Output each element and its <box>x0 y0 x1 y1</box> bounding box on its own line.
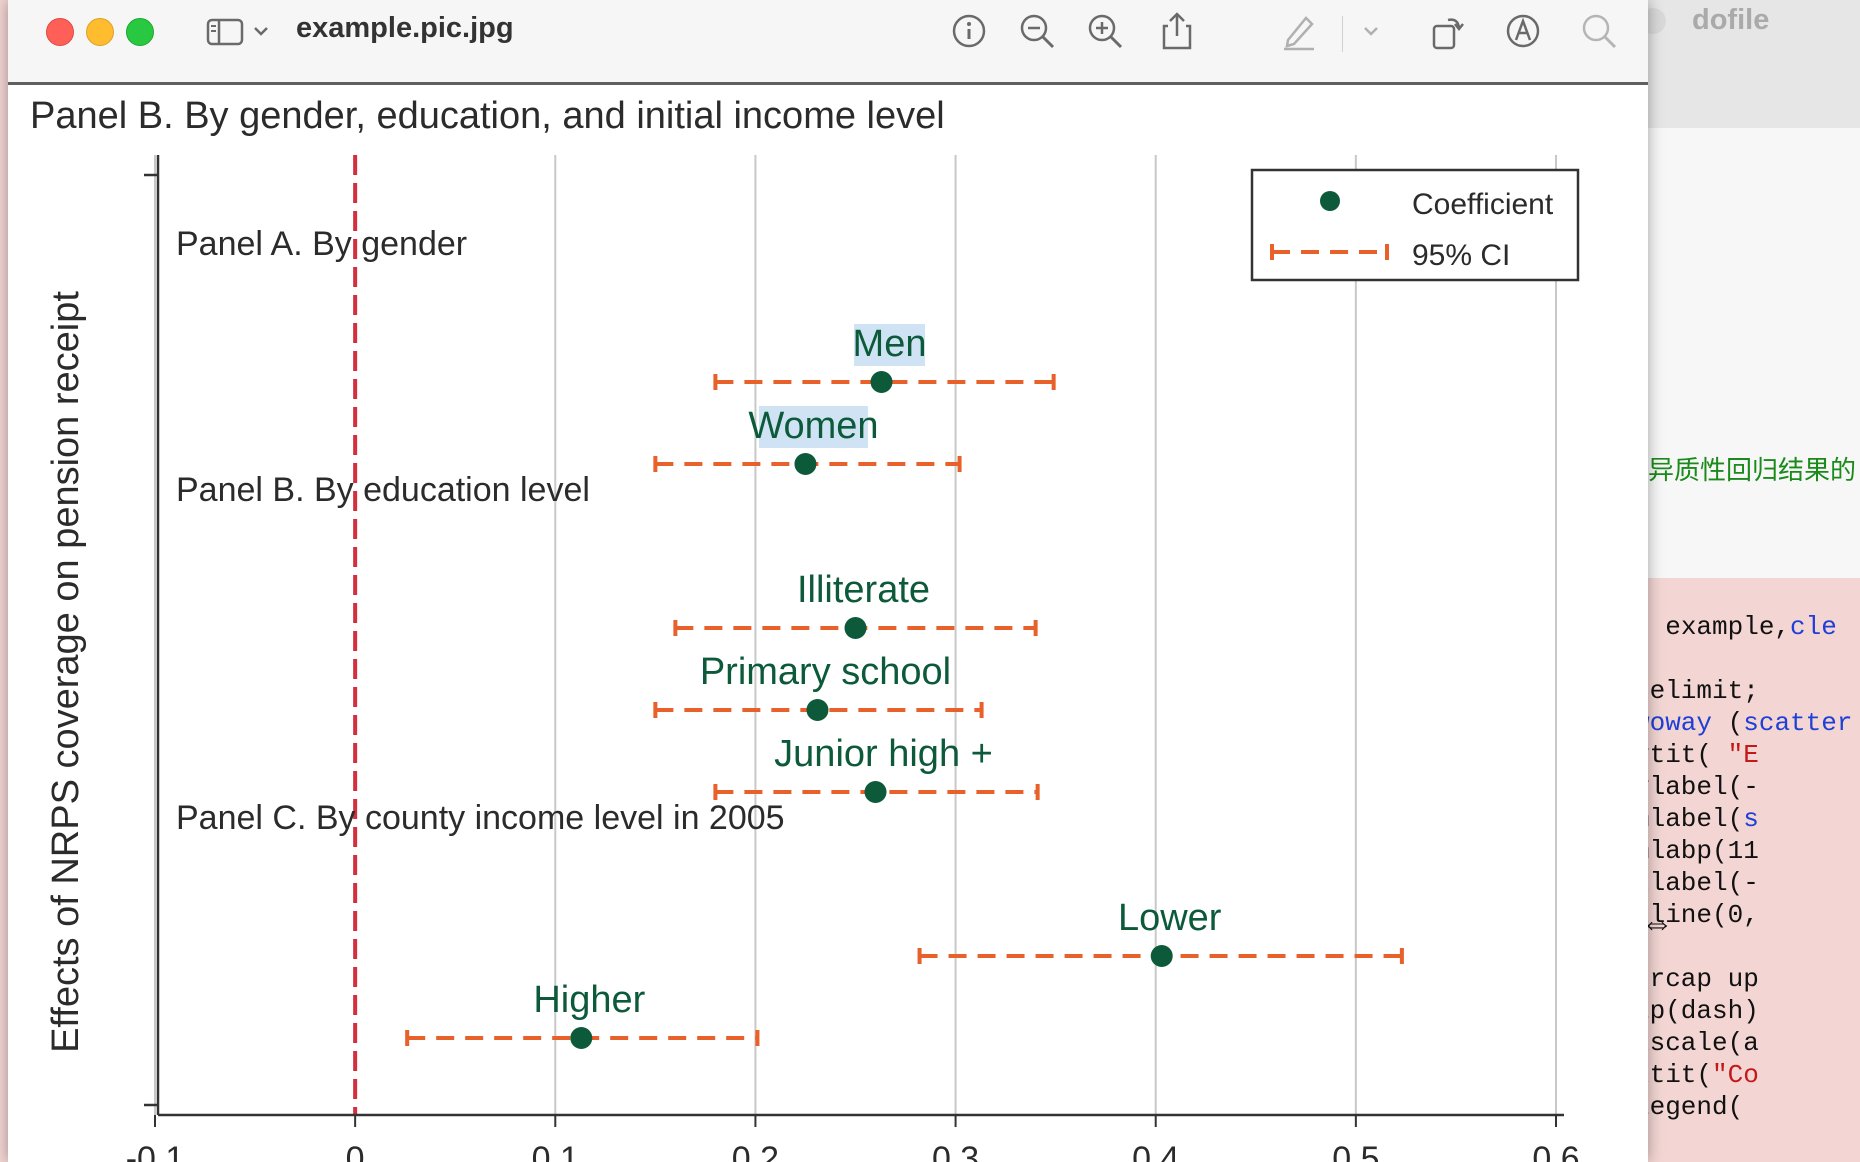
close-window-button[interactable] <box>46 18 74 46</box>
x-tick-label: 0.1 <box>532 1140 579 1162</box>
sidebar-toggle-icon[interactable] <box>204 10 246 52</box>
code-line: e example,cle <box>1640 612 1837 642</box>
code-token: ytit( <box>1640 740 1728 770</box>
editor-code-area[interactable]: e example,cle delimit;woway (scatter ytit… <box>1640 578 1860 1162</box>
code-line: mlabel(s <box>1640 804 1759 834</box>
x-tick-label: 0 <box>346 1140 365 1162</box>
background-editor-window[interactable]: dofile 异质性回归结果的 e example,cle delimit;wow… <box>1640 0 1860 1162</box>
code-token: mlabel( <box>1640 804 1744 834</box>
panel-label: Panel B. By education level <box>176 471 590 509</box>
legend: Coefficient 95% CI <box>1250 168 1580 282</box>
zoom-out-icon[interactable] <box>1016 10 1058 52</box>
coefficient-label: Primary school <box>700 651 951 693</box>
coefficient-label: Men <box>853 323 927 365</box>
coefficient-point <box>794 453 817 475</box>
code-line: woway (scatter <box>1640 708 1852 738</box>
code-token: lp(dash) <box>1640 996 1759 1026</box>
search-icon[interactable] <box>1578 10 1620 52</box>
annotate-icon[interactable] <box>1502 10 1544 52</box>
coefficient-point <box>570 1027 593 1049</box>
chevron-down-icon[interactable] <box>1358 10 1384 52</box>
panel-label: Panel A. By gender <box>176 225 467 263</box>
info-icon[interactable] <box>948 10 990 52</box>
code-token: ( <box>1712 708 1744 738</box>
coefficient-point <box>864 781 887 803</box>
code-token: delimit; <box>1640 676 1759 706</box>
code-line: legend( <box>1640 1092 1743 1122</box>
code-token: woway <box>1640 708 1713 738</box>
coefficient-label: Women <box>748 405 878 447</box>
code-token: "Co <box>1712 1060 1759 1090</box>
code-token: legend( <box>1640 1092 1744 1122</box>
coefficient-point <box>870 371 893 393</box>
window-title: example.pic.jpg <box>296 12 514 44</box>
maximize-window-button[interactable] <box>126 18 154 46</box>
code-token: cle <box>1790 612 1837 642</box>
chart-title: Panel B. By gender, education, and initi… <box>30 95 945 137</box>
code-token: (rcap up <box>1640 964 1759 994</box>
x-tick-label: 0.2 <box>732 1140 779 1162</box>
code-line: ylabel(- <box>1640 772 1759 802</box>
coefficient-label: Junior high + <box>774 733 993 775</box>
code-token: s <box>1743 804 1759 834</box>
share-icon[interactable] <box>1156 10 1198 52</box>
code-line: xscale(a <box>1640 1028 1759 1058</box>
code-token: ylabel(- <box>1640 772 1759 802</box>
code-line: mlabp(11 <box>1640 836 1759 866</box>
coefficient-label: Lower <box>1118 897 1222 939</box>
markup-pen-icon[interactable] <box>1278 10 1320 52</box>
coefficient-label: Higher <box>533 979 645 1021</box>
axes <box>144 155 1564 1127</box>
label-highlight <box>758 406 868 448</box>
x-tick-label: 0.6 <box>1532 1140 1579 1162</box>
x-tick-label: 0.3 <box>932 1140 979 1162</box>
chevron-down-icon[interactable] <box>248 10 274 52</box>
code-token: scatter <box>1743 708 1853 738</box>
label-highlight <box>854 324 926 366</box>
coefficient-marks: Men Women Illiterate Primary school Junior h… <box>405 323 1404 1049</box>
code-line: ytit( "E <box>1640 740 1759 770</box>
code-token: example, <box>1649 612 1791 642</box>
code-line: xline(0, <box>1640 900 1759 930</box>
code-line: xtit("Co <box>1640 1060 1759 1090</box>
editor-blank-area <box>1640 128 1860 578</box>
code-line: xlabel(- <box>1640 868 1759 898</box>
x-tick-labels: -0.1 0 0.1 0.2 0.3 0.4 0.5 0.6 <box>126 1140 1580 1162</box>
x-tick-label: -0.1 <box>126 1140 185 1162</box>
coefficient-plot: Panel B. By gender, education, and initi… <box>30 95 1580 1162</box>
toolbar: example.pic.jpg <box>8 0 1648 85</box>
coefficient-point <box>844 617 867 639</box>
editor-title: dofile <box>1692 4 1770 36</box>
editor-titlebar: dofile <box>1640 0 1860 128</box>
coefficient-point <box>1150 945 1173 967</box>
coefficient-label: Illiterate <box>797 569 930 611</box>
x-tick-label: 0.4 <box>1132 1140 1179 1162</box>
toolbar-separator <box>1342 16 1343 52</box>
minimize-window-button[interactable] <box>86 18 114 46</box>
code-token: xlabel(- <box>1640 868 1759 898</box>
editor-comment-line: 异质性回归结果的 <box>1648 455 1857 485</box>
legend-label: Coefficient <box>1412 188 1554 221</box>
preview-window[interactable]: example.pic.jpg <box>8 0 1648 1162</box>
code-token: xtit( <box>1640 1060 1713 1090</box>
x-tick-label: 0.5 <box>1332 1140 1379 1162</box>
coefficient-point <box>806 699 829 721</box>
y-axis-label: Effects of NRPS coverage on pension rece… <box>45 291 87 1053</box>
panel-label: Panel C. By county income level in 2005 <box>176 799 785 837</box>
legend-coefficient-marker <box>1320 191 1340 211</box>
code-token: xscale(a <box>1640 1028 1759 1058</box>
code-line: (rcap up <box>1640 964 1759 994</box>
zoom-in-icon[interactable] <box>1084 10 1126 52</box>
code-token: mlabp(11 <box>1640 836 1759 866</box>
code-line: lp(dash) <box>1640 996 1759 1026</box>
code-token: xline(0, <box>1640 900 1759 930</box>
code-line: delimit; <box>1640 676 1759 706</box>
panel-labels: Panel A. By gender Panel B. By education … <box>176 225 785 837</box>
rotate-icon[interactable] <box>1426 10 1468 52</box>
legend-box <box>1250 168 1580 282</box>
legend-label: 95% CI <box>1412 239 1510 272</box>
code-token: "E <box>1727 740 1759 770</box>
